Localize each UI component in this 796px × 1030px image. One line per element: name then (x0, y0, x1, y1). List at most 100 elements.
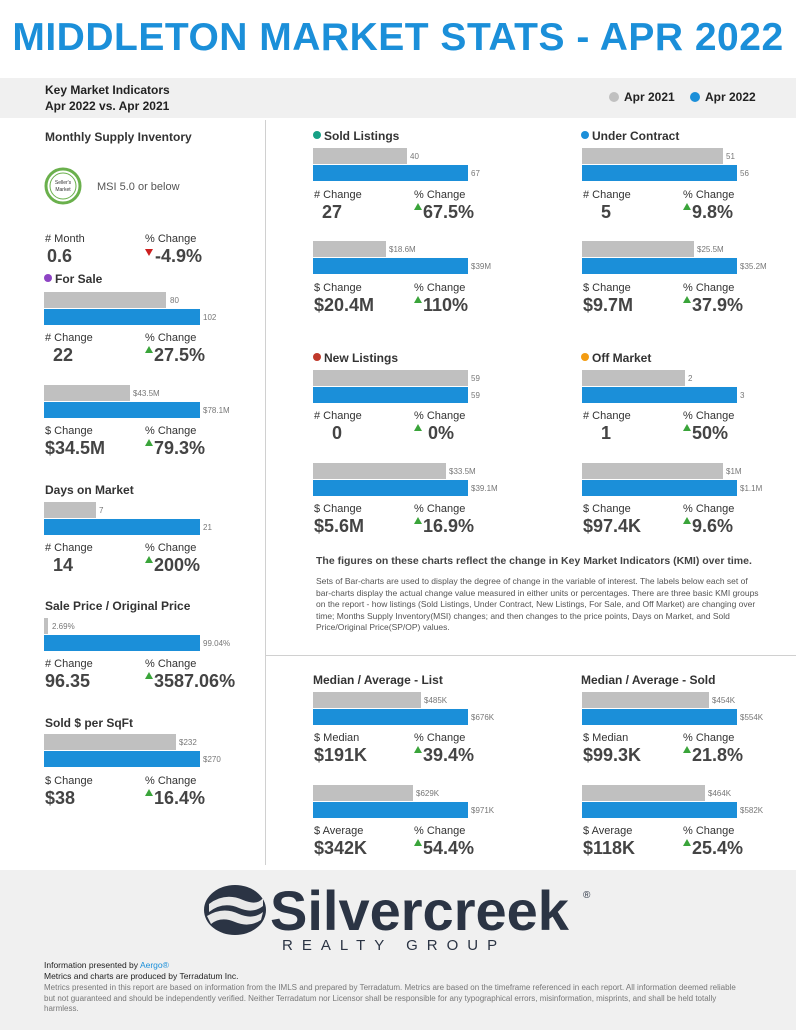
arrow-up-icon (414, 203, 422, 210)
sold-count-prev: 40 (410, 152, 419, 161)
list-median-change: $191K (314, 745, 368, 765)
arrow-up-icon (414, 424, 422, 431)
for-sale-vol-pct: 79.3% (145, 438, 205, 459)
list-median-prev: $485K (424, 696, 448, 705)
logo-subtitle: REALTY GROUP (282, 937, 507, 954)
sold-vol-bar-curr (313, 258, 468, 274)
nl-vol-pct: 16.9% (414, 516, 474, 537)
uc-count-pct: 9.8% (683, 202, 733, 223)
sold-dot-icon (313, 131, 321, 139)
msi-month-value: 0.6 (47, 246, 73, 266)
nl-count-change-label: # Change (314, 410, 362, 422)
list-median-label: $ Median (314, 732, 360, 744)
presented-by: Information presented by Aergo® (44, 960, 169, 970)
arrow-up-icon (145, 556, 153, 563)
for-sale-count-bar-prev (44, 292, 166, 308)
arrow-up-icon (683, 203, 691, 210)
sold-count-pct: 67.5% (414, 202, 474, 223)
sp-op-prev: 2.69% (52, 622, 75, 631)
nl-count-curr: 59 (471, 391, 480, 400)
msi-month-label: # Month (45, 233, 85, 245)
arrow-up-icon (145, 346, 153, 353)
sold-vol-change-label: $ Change (314, 282, 362, 294)
uc-vol-bar-curr (582, 258, 737, 274)
for-sale-count-pct-label: % Change (145, 332, 197, 344)
uc-count-change-label: # Change (583, 189, 631, 201)
for-sale-count-change: 22 (53, 345, 74, 365)
om-vol-change: $97.4K (583, 516, 642, 536)
silvercreek-logo-icon (203, 884, 267, 936)
om-count-curr: 3 (740, 391, 745, 400)
for-sale-vol-bar-curr (44, 402, 200, 418)
arrow-up-icon (145, 672, 153, 679)
uc-count-bar-prev (582, 148, 723, 164)
sold-avg-prev: $464K (708, 789, 732, 798)
msi-threshold: MSI 5.0 or below (97, 181, 180, 193)
sold-avg-label: $ Average (583, 825, 633, 837)
om-vol-bar-prev (582, 463, 723, 479)
sqft-bar-curr (44, 751, 200, 767)
sold-median-bar-curr (582, 709, 737, 725)
kmi-period: Apr 2022 vs. Apr 2021 (45, 99, 170, 113)
svg-text:Market: Market (55, 187, 71, 193)
sold-avg-bar-prev (582, 785, 705, 801)
legend-prev-swatch (609, 92, 619, 102)
for-sale-count-curr: 102 (203, 313, 217, 322)
list-median-pct-label: % Change (414, 732, 466, 744)
uc-vol-pct-label: % Change (683, 282, 735, 294)
for-sale-title: For Sale (44, 272, 102, 286)
arrow-up-icon (414, 746, 422, 753)
om-count-pct: 50% (683, 423, 728, 444)
om-count-change: 1 (601, 423, 612, 443)
msi-pct-label: % Change (145, 233, 197, 245)
explain-body: Sets of Bar-charts are used to display t… (316, 576, 759, 632)
om-vol-pct-label: % Change (683, 503, 735, 515)
disclaimer: Metrics presented in this report are bas… (44, 983, 736, 1013)
sqft-curr: $270 (203, 755, 221, 764)
sold-vol-pct-label: % Change (414, 282, 466, 294)
sold-vol-prev: $18.6M (389, 245, 416, 254)
subheader-band (0, 78, 796, 118)
msi-title: Monthly Supply Inventory (45, 130, 192, 144)
dom-bar-curr (44, 519, 200, 535)
arrow-up-icon (683, 746, 691, 753)
for-sale-vol-prev: $43.5M (133, 389, 160, 398)
dom-prev: 7 (99, 506, 104, 515)
sold-count-bar-prev (313, 148, 407, 164)
arrow-down-icon (145, 249, 153, 256)
sqft-change-label: $ Change (45, 775, 93, 787)
sold-vol-curr: $39M (471, 262, 492, 271)
dom-pct-label: % Change (145, 542, 197, 554)
om-vol-curr: $1.1M (740, 484, 763, 493)
list-avg-bar-curr (313, 802, 468, 818)
sqft-pct-label: % Change (145, 775, 197, 787)
arrow-up-icon (414, 839, 422, 846)
sold-avg-pct: 25.4% (683, 838, 743, 859)
dom-bar-prev (44, 502, 96, 518)
arrow-up-icon (414, 517, 422, 524)
nl-count-pct: 0% (414, 423, 454, 444)
aergo-link[interactable]: Aergo® (139, 960, 169, 970)
list-median-pct: 39.4% (414, 745, 474, 766)
list-avg-label: $ Average (314, 825, 364, 837)
for-sale-vol-bar-prev (44, 385, 130, 401)
sold-vol-bar-prev (313, 241, 386, 257)
arrow-up-icon (683, 517, 691, 524)
list-avg-curr: $971K (471, 806, 495, 815)
nl-count-pct-label: % Change (414, 410, 466, 422)
nl-vol-bar-curr (313, 480, 468, 496)
nl-vol-pct-label: % Change (414, 503, 466, 515)
sold-median-title: Median / Average - Sold (581, 673, 716, 687)
sold-median-change: $99.3K (583, 745, 642, 765)
nl-vol-curr: $39.1M (471, 484, 498, 493)
sp-op-pct-label: % Change (145, 658, 197, 670)
list-avg-bar-prev (313, 785, 413, 801)
nl-count-change: 0 (332, 423, 343, 443)
sqft-change: $38 (45, 788, 76, 808)
list-median-curr: $676K (471, 713, 495, 722)
for-sale-vol-change-label: $ Change (45, 425, 93, 437)
nl-count-bar-curr (313, 387, 468, 403)
sp-op-title: Sale Price / Original Price (45, 599, 191, 613)
om-count-prev: 2 (688, 374, 693, 383)
list-avg-pct: 54.4% (414, 838, 474, 859)
